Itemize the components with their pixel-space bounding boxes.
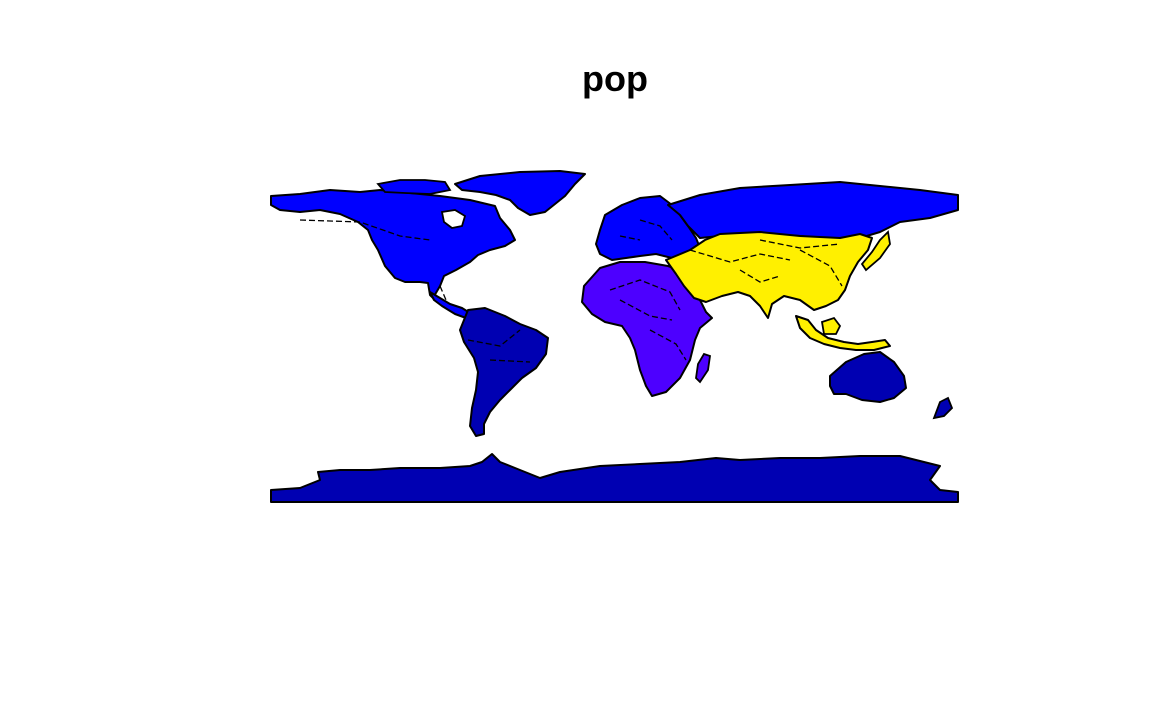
country-borders	[299, 219, 843, 363]
region-arctic-islands	[376, 179, 452, 195]
region-japan	[860, 230, 891, 272]
region-australia	[829, 351, 907, 403]
region-asia	[665, 231, 873, 319]
region-southeast-asia	[795, 315, 891, 351]
region-antarctica	[270, 453, 959, 503]
region-madagascar	[695, 352, 711, 384]
region-north-america	[270, 189, 516, 299]
region-borneo	[820, 316, 842, 335]
region-russia	[667, 181, 959, 241]
region-south-america	[459, 307, 549, 437]
region-central-america	[429, 291, 471, 319]
hudson-bay	[440, 209, 467, 229]
region-greenland	[454, 170, 586, 216]
plot-title: pop	[582, 58, 648, 99]
region-new-zealand	[932, 396, 954, 420]
